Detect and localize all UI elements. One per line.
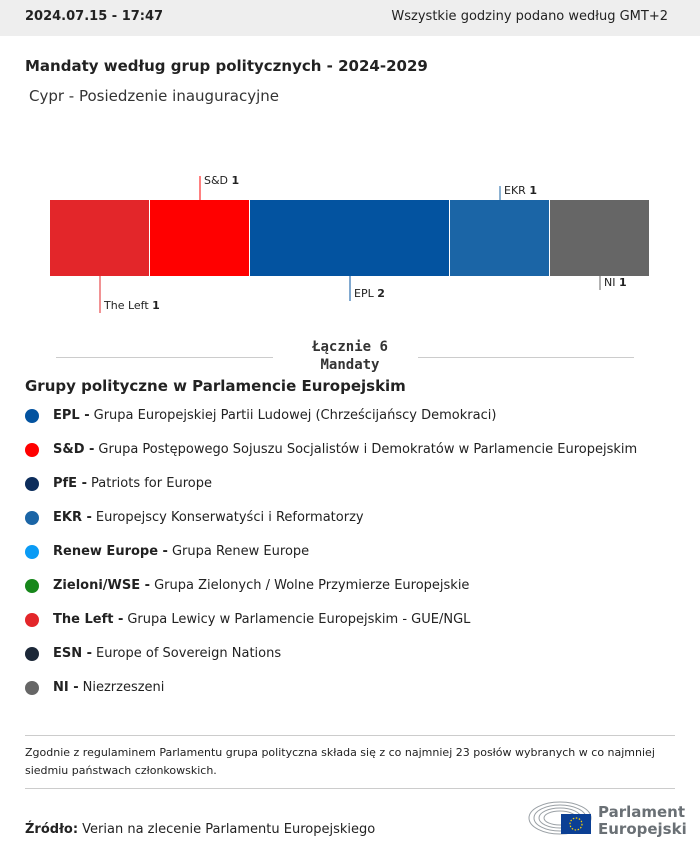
legend-abbr: Renew Europe -: [53, 544, 168, 559]
legend-name: Grupa Zielonych / Wolne Przymierze Europ…: [154, 578, 470, 593]
legend-dot-icon: [25, 646, 39, 661]
source: Źródło: Verian na zlecenie Parlamentu Eu…: [25, 822, 375, 837]
bar-epl: [250, 200, 449, 276]
data-label: EKR 1: [504, 184, 537, 197]
legend-item: PfE - Patriots for Europe: [25, 476, 212, 491]
seat-bar-chart: The Left 1 S&D 1 EPL 2 EKR 1 NI 1: [50, 174, 649, 313]
legend-item: EPL - Grupa Europejskiej Partii Ludowej (…: [25, 408, 496, 423]
total-seats: Łącznie 6 Mandaty: [0, 338, 700, 374]
legend-name: Grupa Europejskiej Partii Ludowej (Chrze…: [93, 408, 497, 423]
footnote: Zgodnie z regulaminem Parlamentu grupa p…: [25, 746, 655, 777]
legend-name: Grupa Postępowego Sojuszu Socjalistów i …: [98, 442, 638, 457]
total-label: Łącznie 6: [312, 339, 388, 355]
datetime: 2024.07.15 - 17:47: [25, 9, 164, 24]
chart-title: Mandaty według grup politycznych - 2024-…: [25, 57, 428, 75]
bar-ni: [550, 200, 649, 276]
data-label: S&D 1: [204, 174, 239, 187]
legend-dot-icon: [25, 442, 39, 457]
legend-name: Europejscy Konserwatyści i Reformatorzy: [95, 510, 364, 525]
data-label: NI 1: [604, 276, 627, 289]
legend-dot-icon: [25, 544, 39, 559]
bar-sd: [150, 200, 249, 276]
legend-dot-icon: [25, 578, 39, 593]
logo-text: Parlament Europejski: [598, 804, 687, 838]
legend-abbr: The Left -: [53, 612, 124, 627]
legend-item: ESN - Europe of Sovereign Nations: [25, 646, 281, 661]
legend-item: Renew Europe - Grupa Renew Europe: [25, 544, 309, 559]
legend-abbr: ESN -: [53, 646, 93, 661]
legend-abbr: Zieloni/WSE -: [53, 578, 151, 593]
legend-abbr: NI -: [53, 680, 79, 695]
legend-abbr: EKR -: [53, 510, 92, 525]
legend-dot-icon: [25, 408, 39, 423]
logo-line1: Parlament: [598, 803, 686, 821]
chart-subtitle: Cypr - Posiedzenie inauguracyjne: [29, 87, 279, 105]
timezone-note: Wszystkie godziny podano według GMT+2: [391, 9, 668, 24]
total-unit: Mandaty: [320, 357, 380, 373]
legend-dot-icon: [25, 510, 39, 525]
data-label: EPL 2: [354, 287, 385, 300]
source-label: Źródło:: [25, 822, 79, 837]
legend-dot-icon: [25, 476, 39, 491]
legend-item: EKR - Europejscy Konserwatyści i Reformat…: [25, 510, 364, 525]
source-text: Verian na zlecenie Parlamentu Europejski…: [82, 822, 376, 837]
legend-name: Niezrzeszeni: [82, 680, 165, 695]
bar-theleft: [50, 200, 149, 276]
legend-dot-icon: [25, 612, 39, 627]
legend-abbr: S&D -: [53, 442, 95, 457]
legend-item: S&D - Grupa Postępowego Sojuszu Socjalist…: [25, 442, 637, 457]
header-bar: 2024.07.15 - 17:47 Wszystkie godziny pod…: [0, 0, 700, 36]
divider-right: [418, 357, 634, 358]
legend-item: NI - Niezrzeszeni: [25, 680, 164, 695]
legend-item: Zieloni/WSE - Grupa Zielonych / Wolne Prz…: [25, 578, 469, 593]
legend-name: Grupa Renew Europe: [171, 544, 310, 559]
logo-line2: Europejski: [598, 820, 687, 838]
legend-name: Europe of Sovereign Nations: [96, 646, 282, 661]
divider-left: [56, 357, 273, 358]
legend-name: Patriots for Europe: [91, 476, 212, 491]
legend-item: The Left - Grupa Lewicy w Parlamencie Eur…: [25, 612, 470, 627]
divider: [25, 788, 675, 789]
legend-heading: Grupy polityczne w Parlamencie Europejsk…: [25, 377, 406, 395]
european-parliament-logo: [528, 801, 592, 835]
legend-abbr: PfE -: [53, 476, 87, 491]
legend-abbr: EPL -: [53, 408, 90, 423]
data-label: The Left 1: [103, 299, 160, 312]
bar-ekr: [450, 200, 549, 276]
divider: [25, 735, 675, 736]
legend-name: Grupa Lewicy w Parlamencie Europejskim -…: [127, 612, 471, 627]
legend-dot-icon: [25, 680, 39, 695]
